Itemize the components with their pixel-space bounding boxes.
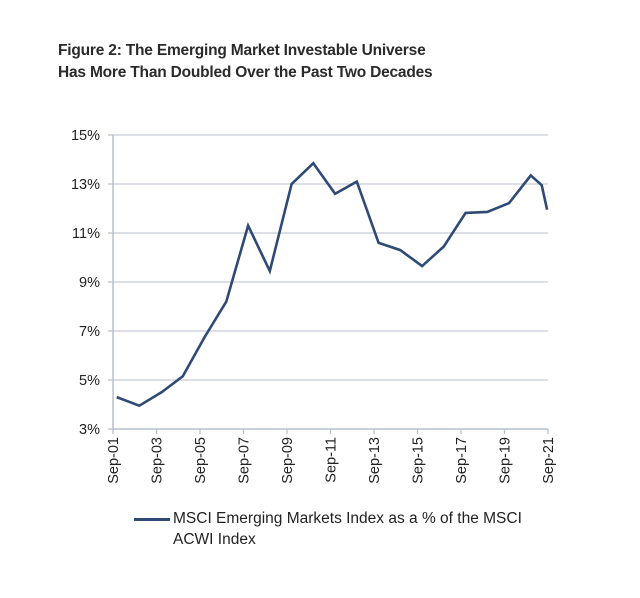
y-tick-label: 5% (79, 373, 100, 389)
y-tick-label: 15% (71, 128, 100, 144)
chart-title-line-2: Has More Than Doubled Over the Past Two … (58, 64, 433, 81)
x-axis-tick-labels: Sep-01 Sep-03 Sep-05 Sep-07 Sep-09 Sep-11 Sep-… (106, 437, 557, 484)
legend-line-swatch (134, 518, 170, 521)
x-tick-label: Sep-01 (106, 437, 122, 484)
x-tick-label: Sep-19 (498, 437, 514, 484)
x-tick-label: Sep-07 (237, 437, 253, 484)
axes (108, 134, 549, 434)
y-tick-label: 11% (72, 226, 100, 242)
y-tick-label: 3% (79, 422, 100, 438)
series-group (116, 161, 549, 408)
y-tick-label: 13% (71, 177, 100, 193)
y-tick-label: 7% (79, 324, 100, 340)
legend: MSCI Emerging Markets Index as a % of th… (134, 508, 563, 550)
gridlines (113, 134, 548, 381)
x-tick-label: Sep-21 (541, 437, 557, 484)
x-tick-label: Sep-11 (324, 437, 340, 483)
x-tick-label: Sep-15 (411, 437, 427, 484)
series-line (116, 161, 549, 408)
x-tick-label: Sep-13 (367, 437, 383, 484)
x-tick-label: Sep-09 (280, 437, 296, 484)
x-tick-label: Sep-03 (150, 437, 166, 484)
x-tick-label: Sep-05 (193, 437, 209, 484)
y-axis-tick-labels: 3% 5% 7% 9% 11% 13% 15% (71, 128, 100, 438)
y-tick-label: 9% (79, 275, 100, 291)
legend-label: MSCI Emerging Markets Index as a % of th… (173, 510, 522, 548)
chart-title: Figure 2: The Emerging Market Investable… (58, 40, 433, 84)
x-tick-label: Sep-17 (454, 437, 470, 484)
chart-title-line-1: Figure 2: The Emerging Market Investable… (58, 42, 426, 59)
